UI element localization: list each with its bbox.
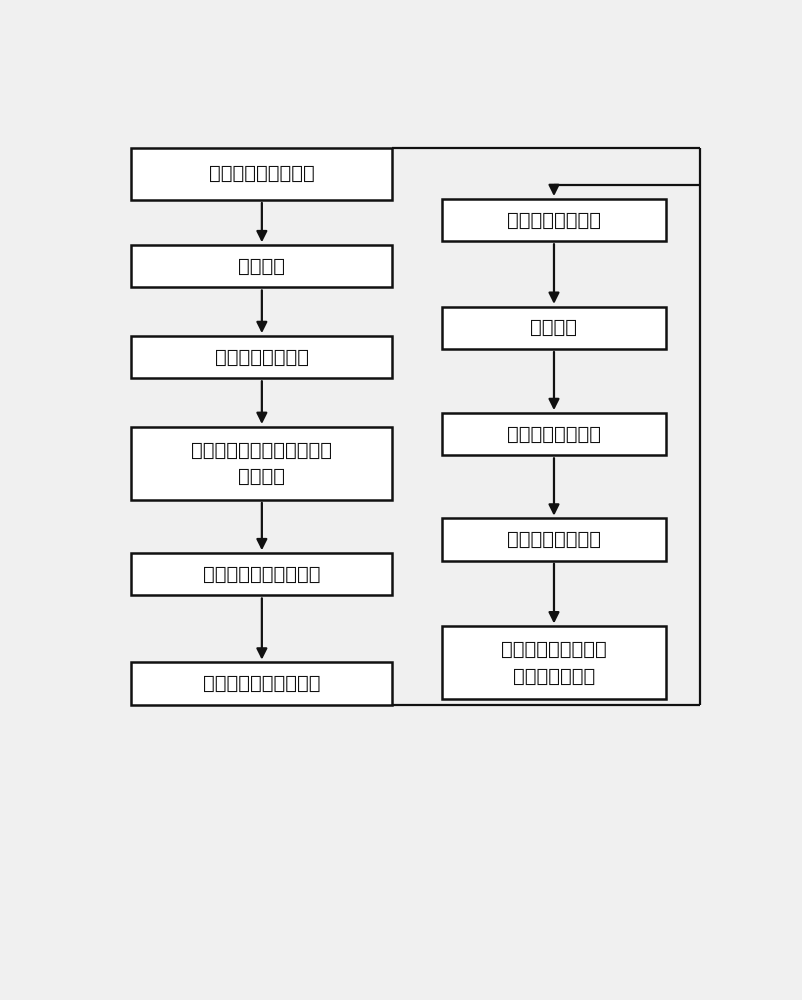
Bar: [132, 553, 392, 595]
Text: 防伪信息序列生成: 防伪信息序列生成: [507, 211, 601, 230]
Bar: [442, 413, 666, 455]
Bar: [442, 626, 666, 699]
Text: 信道解码: 信道解码: [530, 318, 577, 337]
Text: 图像校正: 图像校正: [238, 257, 286, 276]
Text: 防伪信息（图像、文
字或商标）恢复: 防伪信息（图像、文 字或商标）恢复: [501, 640, 607, 686]
Bar: [132, 245, 392, 287]
Bar: [132, 427, 392, 500]
Text: 调幅网点形状模糊识别: 调幅网点形状模糊识别: [203, 565, 321, 584]
Text: 网点图像信号的采集: 网点图像信号的采集: [209, 164, 314, 183]
Text: 防伪信息序列解密: 防伪信息序列解密: [507, 425, 601, 444]
Text: 防伪信息源码生成: 防伪信息源码生成: [507, 530, 601, 549]
Text: 网点图像边缘提取: 网点图像边缘提取: [215, 348, 309, 367]
Bar: [442, 518, 666, 561]
Bar: [132, 662, 392, 705]
Bar: [442, 199, 666, 241]
Bar: [442, 307, 666, 349]
Bar: [132, 148, 392, 200]
Bar: [132, 336, 392, 378]
Text: 调幅网点边界信息和形状信
息的摄取: 调幅网点边界信息和形状信 息的摄取: [192, 441, 332, 486]
Text: 调幅网点形状信息解调: 调幅网点形状信息解调: [203, 674, 321, 693]
